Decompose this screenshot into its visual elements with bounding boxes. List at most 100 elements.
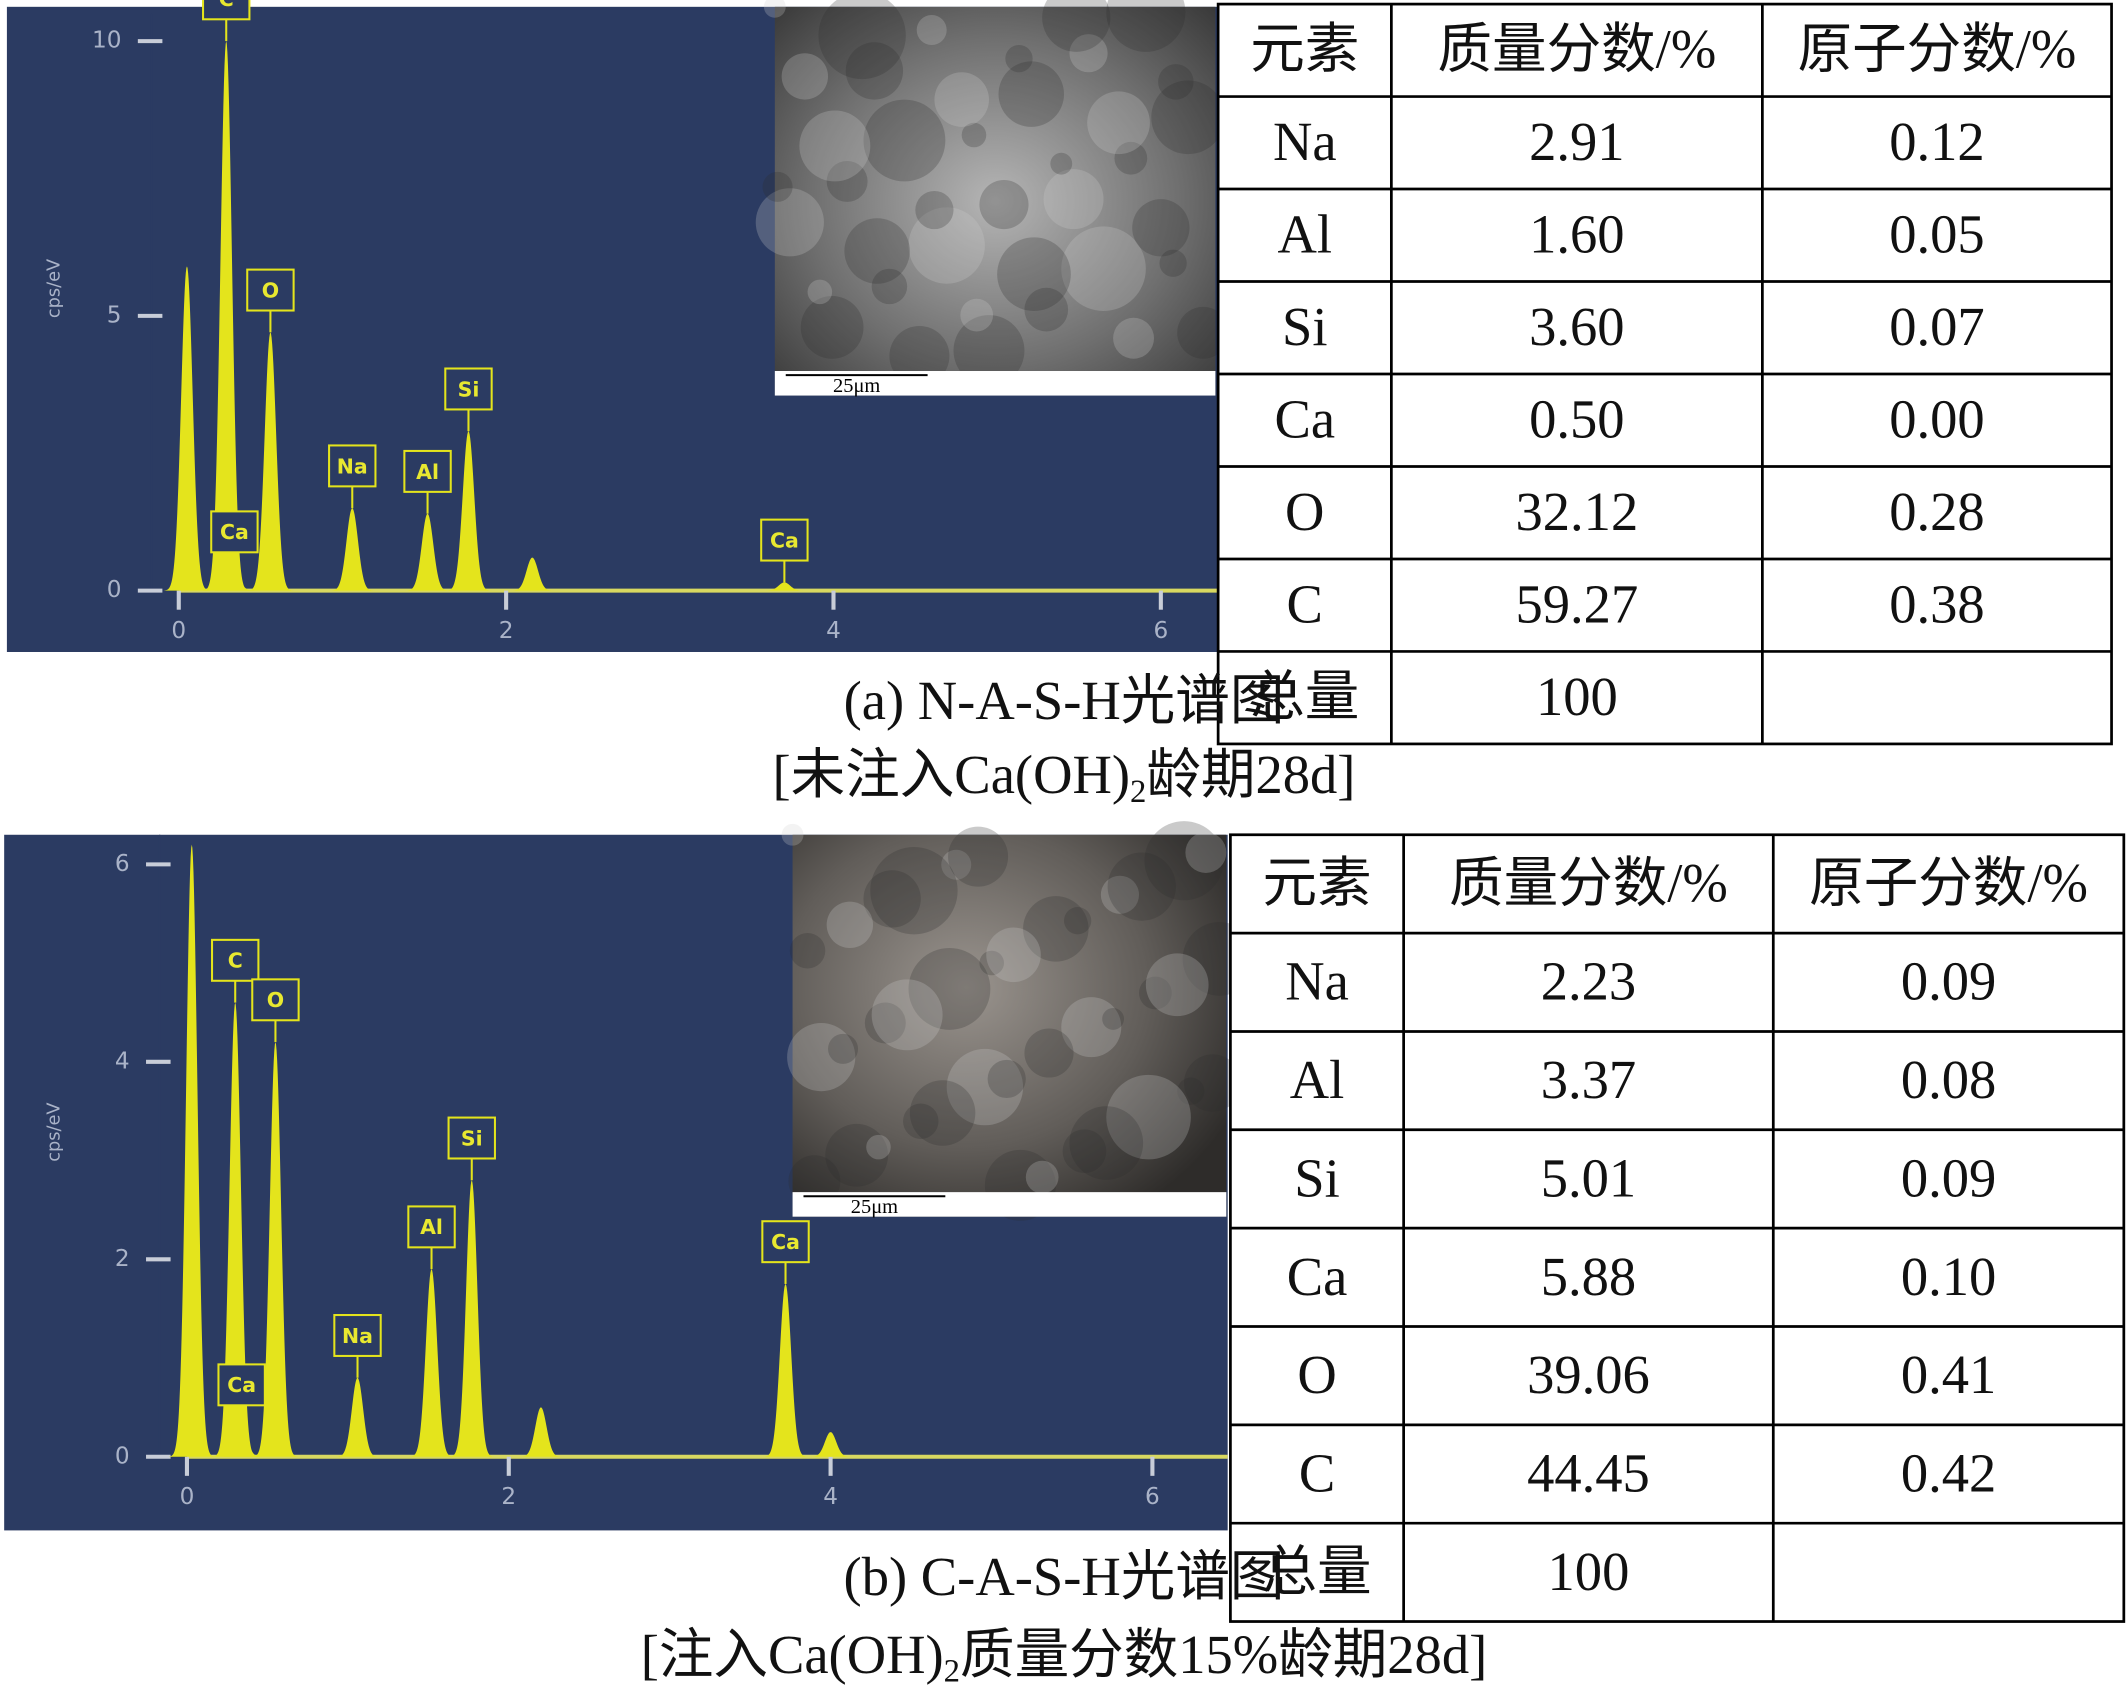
sem-texture [1145, 953, 1209, 1017]
sem-texture [1139, 976, 1172, 1010]
sem-texture [946, 1048, 1024, 1126]
x-tick-label: 4 [823, 1483, 838, 1510]
sem-texture [908, 207, 985, 284]
sem-texture [953, 315, 1025, 387]
sem-texture [1159, 249, 1187, 277]
sem-texture [1050, 152, 1073, 175]
peak-label: Na [342, 1324, 373, 1348]
table-cell: O [1297, 1344, 1336, 1405]
table-cell: O [1285, 481, 1324, 542]
peak-label-box [760, 518, 809, 562]
table-cell: 0.50 [1529, 388, 1624, 449]
table-cell: Ca [1274, 388, 1335, 449]
sem-texture [1158, 64, 1194, 100]
caption-part: [注入Ca(OH) [641, 1624, 944, 1685]
sem-texture [979, 180, 1029, 230]
peak-label-box [217, 1363, 266, 1407]
table-cell: 2.91 [1529, 111, 1624, 172]
table-cell: C [1299, 1442, 1335, 1503]
table-cell: Ca [1287, 1246, 1348, 1307]
table-cell: 3.37 [1541, 1049, 1636, 1110]
sem-texture [863, 99, 946, 182]
peak [445, 431, 492, 591]
caption: [注入Ca(OH)2质量分数15%龄期28d] [641, 1624, 1488, 1690]
sem-texture [915, 190, 954, 230]
sem-texture [1024, 1028, 1074, 1078]
sem-texture [1061, 226, 1146, 311]
peak [219, 1427, 265, 1457]
table-cell: 5.88 [1541, 1246, 1636, 1307]
sem-texture [755, 188, 824, 257]
table-header: 质量分数/% [1437, 18, 1716, 79]
y-tick-label: 6 [115, 850, 130, 877]
sem-texture [866, 1134, 891, 1160]
peak-label: O [267, 988, 284, 1012]
peak [404, 513, 451, 591]
x-tick-label: 2 [501, 1483, 516, 1510]
sem-texture [781, 53, 829, 100]
table-cell: 0.10 [1901, 1246, 1996, 1307]
y-tick-label: 0 [107, 576, 122, 603]
peak [329, 508, 376, 591]
table-cell: 32.12 [1515, 481, 1638, 542]
sem-texture [1042, 0, 1111, 52]
peak [169, 844, 215, 1457]
sem-texture [1107, 852, 1176, 921]
caption-part: 龄期28d] [1146, 744, 1355, 805]
peak-label: Na [337, 454, 368, 478]
peak-label: Ca [771, 1230, 800, 1254]
x-tick-label: 6 [1153, 617, 1168, 644]
table-header: 质量分数/% [1449, 852, 1728, 913]
peak [761, 582, 808, 591]
sem-texture [1062, 1129, 1107, 1174]
sem-texture [997, 237, 1071, 311]
sem-texture [762, 171, 793, 202]
sem-texture [789, 932, 826, 969]
sem-image [792, 834, 1227, 1217]
peak [211, 574, 258, 591]
sem-texture [1151, 80, 1225, 155]
sem-texture [1023, 896, 1089, 962]
sem-texture [986, 927, 1041, 983]
sem-texture [1106, 0, 1186, 52]
table-header: 原子分数/% [1798, 18, 2077, 79]
sem-texture [781, 823, 804, 846]
table-cell: Si [1294, 1147, 1340, 1208]
peak [409, 1269, 455, 1457]
table-cell: 0.41 [1901, 1344, 1996, 1405]
sem-texture [979, 950, 1004, 976]
peak-label: C [219, 0, 234, 11]
peak [247, 332, 294, 591]
sem-texture [871, 268, 908, 305]
peak-label-box [333, 1314, 382, 1357]
scale-bar-label: 25μm [851, 1196, 898, 1218]
peak [518, 1407, 564, 1457]
sem-texture [961, 122, 987, 148]
peak-label-box [210, 510, 259, 554]
x-tick-label: 4 [826, 617, 841, 644]
sem-texture [1106, 1074, 1191, 1160]
peak-label: Ca [227, 1373, 256, 1397]
sem-texture [763, 0, 786, 18]
sem-texture [1113, 317, 1155, 359]
table-cell: 0.05 [1889, 203, 1984, 264]
peak-label-box [246, 268, 295, 312]
peak-label-box [403, 449, 452, 493]
peak-label-box [444, 367, 493, 411]
table-cell: 3.60 [1529, 296, 1624, 357]
scale-bar-label: 25μm [833, 375, 880, 397]
peak [164, 266, 210, 591]
sem-texture [800, 295, 864, 359]
sem-texture [1177, 1077, 1205, 1105]
sem-texture [908, 947, 991, 1030]
peak [509, 557, 556, 591]
table-cell: Al [1277, 203, 1332, 264]
table-cell: Na [1273, 111, 1337, 172]
sem-texture [864, 1002, 906, 1044]
table-cell: 0.00 [1889, 388, 1984, 449]
sem-texture [1087, 91, 1150, 155]
caption-part: 质量分数15%龄期28d] [960, 1624, 1487, 1685]
y-tick-label: 4 [115, 1047, 130, 1074]
sem-texture [948, 826, 1009, 887]
